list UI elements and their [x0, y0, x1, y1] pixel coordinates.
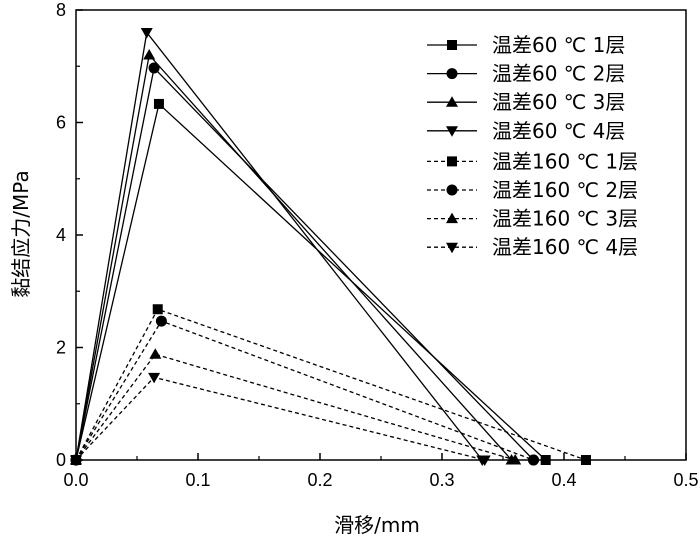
- legend-marker: [446, 184, 458, 196]
- legend-marker: [446, 212, 458, 224]
- legend-marker: [446, 126, 458, 137]
- legend-marker: [447, 156, 457, 167]
- legend-marker: [446, 242, 458, 254]
- legend-label: 温差60 ℃ 4层: [492, 119, 625, 143]
- series-2: [70, 62, 539, 466]
- y-tick-label: 2: [56, 338, 66, 358]
- legend-marker: [446, 68, 458, 80]
- x-tick-label: 0.1: [185, 470, 210, 490]
- data-point: [143, 49, 156, 60]
- y-tick-label: 6: [56, 113, 66, 133]
- series-line: [75, 320, 534, 461]
- legend-entry-4: 温差60 ℃ 4层: [427, 119, 625, 143]
- legend-entry-3: 温差60 ℃ 3层: [427, 90, 625, 114]
- x-tick-label: 0.0: [63, 470, 88, 490]
- legend-label: 温差160 ℃ 2层: [492, 178, 638, 202]
- y-tick-label: 4: [56, 225, 66, 245]
- series-8: [70, 372, 491, 466]
- series-line: [75, 66, 534, 461]
- legend-label: 温差160 ℃ 4层: [492, 235, 638, 259]
- x-axis-title: 滑移/mm: [334, 513, 420, 537]
- series-1: [71, 98, 551, 465]
- y-axis-ticks: 0 2 4 6 8: [56, 0, 83, 470]
- series-3: [70, 49, 518, 465]
- data-point: [478, 455, 491, 466]
- data-point: [528, 454, 539, 466]
- series-line: [75, 102, 547, 461]
- legend-entry-8: 温差160 ℃ 4层: [427, 235, 638, 259]
- legend-marker: [446, 96, 458, 107]
- legend-entry-5: 温差160 ℃ 1层: [427, 149, 638, 173]
- data-point: [140, 28, 153, 39]
- data-point: [153, 98, 164, 109]
- legend-marker: [447, 40, 457, 50]
- data-point: [148, 62, 160, 74]
- y-tick-label: 8: [56, 0, 66, 20]
- data-point: [155, 315, 167, 327]
- data-point: [152, 304, 163, 315]
- legend-label: 温差60 ℃ 3层: [492, 90, 625, 114]
- x-tick-label: 0.4: [551, 470, 576, 490]
- series-7: [70, 348, 522, 465]
- data-point: [540, 455, 551, 465]
- legend-label: 温差160 ℃ 3层: [492, 207, 638, 231]
- legend-entry-6: 温差160 ℃ 2层: [427, 178, 638, 202]
- legend-label: 温差60 ℃ 1层: [492, 33, 625, 57]
- data-point: [149, 348, 162, 359]
- legend-entry-1: 温差60 ℃ 1层: [427, 33, 625, 57]
- series-line: [75, 353, 516, 461]
- legend-label: 温差160 ℃ 1层: [492, 149, 638, 173]
- x-tick-label: 0.3: [429, 470, 454, 490]
- series-line: [75, 53, 513, 461]
- x-tick-label: 0.5: [673, 470, 698, 490]
- x-axis-ticks: 0.0 0.1 0.2 0.3 0.4 0.5: [63, 453, 699, 490]
- x-tick-label: 0.2: [307, 470, 332, 490]
- data-point: [580, 455, 591, 465]
- series-layer: [70, 28, 591, 466]
- legend-entry-2: 温差60 ℃ 2层: [427, 62, 625, 86]
- legend-label: 温差60 ℃ 2层: [492, 62, 625, 86]
- data-point: [148, 372, 161, 384]
- series-4: [70, 28, 489, 466]
- series-line: [75, 30, 483, 461]
- data-point: [509, 454, 522, 465]
- y-tick-label: 0: [56, 450, 66, 470]
- legend-entry-7: 温差160 ℃ 3层: [427, 207, 638, 231]
- y-axis-title: 黏结应力/MPa: [9, 170, 33, 297]
- data-point: [70, 455, 82, 466]
